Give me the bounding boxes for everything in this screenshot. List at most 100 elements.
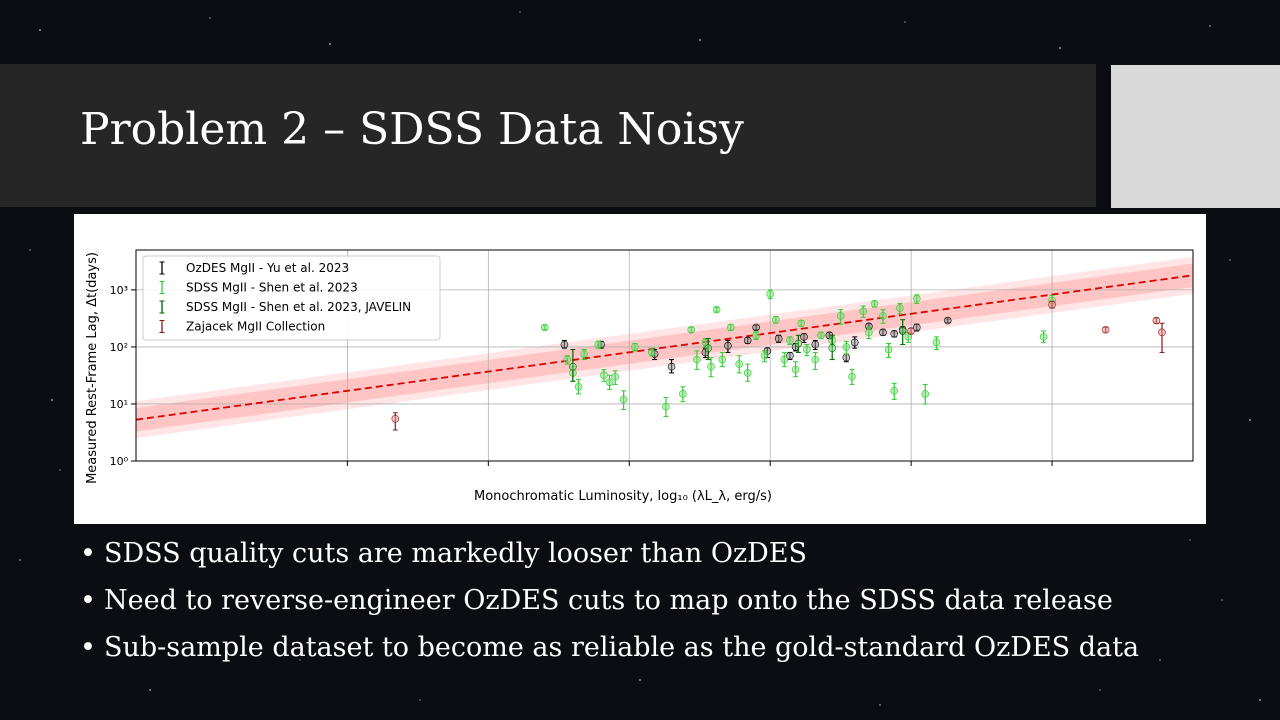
series-1-point [879, 328, 887, 337]
series-2-point [693, 355, 701, 364]
series-2-point [780, 355, 789, 364]
series-4-point [1101, 325, 1110, 334]
series-2-point [679, 390, 687, 398]
series-1-point [850, 338, 859, 347]
series-2-point [1039, 333, 1048, 341]
series-1-point [811, 340, 820, 349]
y-tick-label: 10⁰ [110, 455, 129, 468]
series-2-point [836, 312, 845, 320]
title-bar [0, 64, 1096, 207]
series-1-point [774, 334, 783, 343]
series-2-point [648, 348, 656, 357]
series-2-point [631, 343, 639, 351]
series-2-point [594, 340, 603, 349]
legend-label: OzDES MgII - Yu et al. 2023 [186, 261, 349, 275]
series-2-point [772, 315, 780, 324]
legend-label: SDSS MgII - Shen et al. 2023 [186, 281, 358, 295]
series-3-point [828, 344, 837, 352]
bullet-list: • SDSS quality cuts are markedly looser t… [80, 530, 1260, 671]
bullet-text: Sub-sample dataset to become as reliable… [104, 632, 1140, 663]
series-3-point [898, 327, 907, 335]
bullet-dot: • [80, 538, 96, 569]
series-2-point [797, 319, 806, 328]
series-2-point [735, 360, 743, 368]
plot-frame [135, 249, 1194, 462]
series-2-point [766, 290, 775, 298]
bullet-item: • SDSS quality cuts are markedly looser t… [80, 530, 1260, 577]
bullet-dot: • [80, 585, 96, 616]
series-1-point [667, 362, 676, 371]
series-1-point [752, 323, 760, 332]
x-axis-label: Monochromatic Luminosity, log₁₀ (λL_λ, e… [474, 489, 772, 504]
side-block [1111, 65, 1280, 208]
series-1-point [743, 336, 752, 345]
series-3-point [569, 362, 577, 371]
series-2-point [803, 345, 811, 354]
series-2-point [842, 343, 851, 351]
series-1-point [842, 353, 851, 362]
series-2-point [879, 312, 887, 320]
series-2-point [870, 299, 879, 308]
series-4-point [1158, 328, 1166, 337]
series-2-point [563, 355, 572, 364]
series-1-point [800, 333, 808, 341]
series-2-point [619, 395, 628, 404]
series-1-point [724, 341, 732, 350]
legend-label: SDSS MgII - Shen et al. 2023, JAVELIN [186, 300, 411, 314]
series-3-point [794, 339, 803, 348]
bullet-item: • Need to reverse-engineer OzDES cuts to … [80, 577, 1260, 624]
series-4-point [391, 414, 400, 423]
series-2-point [718, 355, 727, 364]
series-1-point [912, 323, 921, 332]
series-2-point [707, 362, 715, 371]
y-tick-label: 10³ [110, 284, 128, 297]
series-2-point [791, 365, 800, 374]
series-2-point [760, 351, 769, 360]
series-2-point [687, 325, 696, 334]
series-2-point [580, 350, 588, 358]
y-tick-label: 10¹ [110, 398, 128, 411]
y-tick-label: 10² [110, 341, 128, 354]
series-2-point [743, 369, 752, 377]
series-3-point [704, 344, 712, 352]
series-2-point [884, 345, 893, 354]
series-4-point [1152, 316, 1161, 325]
series-1-point [943, 316, 952, 325]
chart-panel: 10⁰ 10¹ 10² 10³ OzDES MgII - Yu et al. 2023 S… [74, 214, 1206, 524]
series-2-point [896, 304, 904, 312]
series-1-point [560, 340, 569, 349]
bullet-text: Need to reverse-engineer OzDES cuts to m… [104, 585, 1113, 616]
bullet-dot: • [80, 632, 96, 663]
legend-box [142, 255, 441, 341]
bullet-text: SDSS quality cuts are markedly looser th… [104, 538, 808, 569]
series-2-point [859, 307, 868, 316]
series-2-point [817, 331, 825, 340]
series-2-point [865, 328, 873, 337]
series-2-point [752, 331, 760, 340]
series-2-point [848, 372, 856, 381]
fit-line [135, 274, 1194, 421]
series-2-point [574, 382, 583, 391]
series-2-point [811, 355, 820, 364]
series-2-point [890, 387, 899, 395]
series-2-point [600, 371, 608, 379]
series-2-point [726, 323, 735, 332]
series-4-point [907, 327, 915, 335]
series-2-point [712, 305, 721, 314]
bullet-item: • Sub-sample dataset to become as reliabl… [80, 624, 1260, 671]
series-2-point [662, 402, 670, 411]
legend-label: Zajacek MgII Collection [186, 320, 325, 334]
series-2-point [540, 323, 549, 332]
series-2-point [605, 378, 614, 387]
slide-title: Problem 2 – SDSS Data Noisy [80, 104, 744, 155]
lag-luminosity-chart: 10⁰ 10¹ 10² 10³ OzDES MgII - Yu et al. 2023 S… [85, 249, 1194, 504]
series-2-point [921, 390, 930, 398]
series-1-point [890, 329, 899, 338]
series-2-point [932, 338, 941, 347]
series-4-point [1048, 300, 1056, 309]
series-2-point [611, 372, 619, 381]
y-axis-label: Measured Rest-Frame Lag, Δt(days) [85, 252, 100, 484]
series-2-point [786, 336, 794, 345]
series-1-point [786, 351, 794, 360]
series-2-point [912, 294, 921, 303]
